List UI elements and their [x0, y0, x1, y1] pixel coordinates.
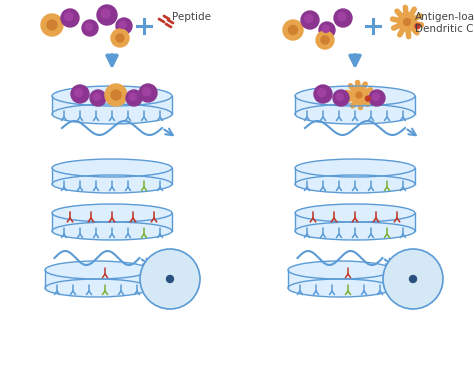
Circle shape: [352, 88, 366, 102]
Circle shape: [410, 276, 417, 282]
Circle shape: [139, 84, 157, 102]
Circle shape: [314, 85, 332, 103]
Polygon shape: [52, 213, 172, 231]
Circle shape: [105, 84, 127, 106]
Circle shape: [93, 93, 100, 101]
Circle shape: [322, 25, 329, 32]
Circle shape: [119, 21, 127, 29]
Circle shape: [333, 90, 349, 106]
Ellipse shape: [52, 204, 172, 222]
Circle shape: [403, 19, 410, 26]
Ellipse shape: [45, 261, 149, 279]
Circle shape: [372, 93, 379, 101]
Ellipse shape: [52, 104, 172, 124]
Circle shape: [356, 92, 362, 98]
Circle shape: [283, 20, 303, 40]
Ellipse shape: [295, 175, 415, 193]
Ellipse shape: [52, 222, 172, 240]
Polygon shape: [45, 270, 149, 288]
Ellipse shape: [45, 279, 149, 297]
Polygon shape: [295, 213, 415, 231]
Circle shape: [61, 9, 79, 27]
Circle shape: [369, 90, 385, 106]
Circle shape: [415, 24, 420, 29]
Circle shape: [97, 5, 117, 25]
Circle shape: [321, 36, 329, 44]
Circle shape: [129, 93, 137, 101]
Circle shape: [305, 14, 313, 23]
Ellipse shape: [288, 279, 392, 297]
Polygon shape: [295, 96, 415, 114]
Circle shape: [71, 85, 89, 103]
Circle shape: [166, 276, 173, 282]
Polygon shape: [52, 96, 172, 114]
Circle shape: [116, 18, 132, 34]
Circle shape: [319, 22, 335, 38]
Circle shape: [143, 88, 151, 96]
Polygon shape: [295, 168, 415, 184]
Circle shape: [85, 23, 92, 30]
Circle shape: [41, 14, 63, 36]
Circle shape: [47, 20, 57, 30]
Circle shape: [398, 13, 416, 31]
Ellipse shape: [52, 175, 172, 193]
Circle shape: [140, 249, 200, 309]
Ellipse shape: [295, 86, 415, 106]
Ellipse shape: [295, 104, 415, 124]
Ellipse shape: [288, 261, 392, 279]
Circle shape: [351, 87, 367, 103]
Circle shape: [126, 90, 142, 106]
Circle shape: [74, 89, 82, 97]
Circle shape: [101, 9, 110, 18]
Circle shape: [82, 20, 98, 36]
Ellipse shape: [52, 86, 172, 106]
Circle shape: [64, 13, 73, 21]
Polygon shape: [52, 168, 172, 184]
Ellipse shape: [52, 159, 172, 177]
Circle shape: [399, 14, 415, 30]
Circle shape: [116, 34, 124, 42]
Ellipse shape: [295, 222, 415, 240]
Circle shape: [90, 90, 106, 106]
Circle shape: [336, 93, 343, 101]
Ellipse shape: [295, 159, 415, 177]
Circle shape: [383, 249, 443, 309]
Circle shape: [318, 89, 326, 97]
Text: Peptide: Peptide: [172, 12, 211, 22]
Circle shape: [301, 11, 319, 29]
Circle shape: [111, 90, 121, 100]
Circle shape: [289, 26, 298, 35]
Circle shape: [111, 29, 129, 47]
Circle shape: [334, 9, 352, 27]
Circle shape: [365, 96, 371, 101]
Circle shape: [316, 31, 334, 49]
Text: Antigen-loaded
Dendritic Cell: Antigen-loaded Dendritic Cell: [415, 12, 474, 34]
Polygon shape: [288, 270, 392, 288]
Circle shape: [337, 13, 346, 21]
Ellipse shape: [295, 204, 415, 222]
